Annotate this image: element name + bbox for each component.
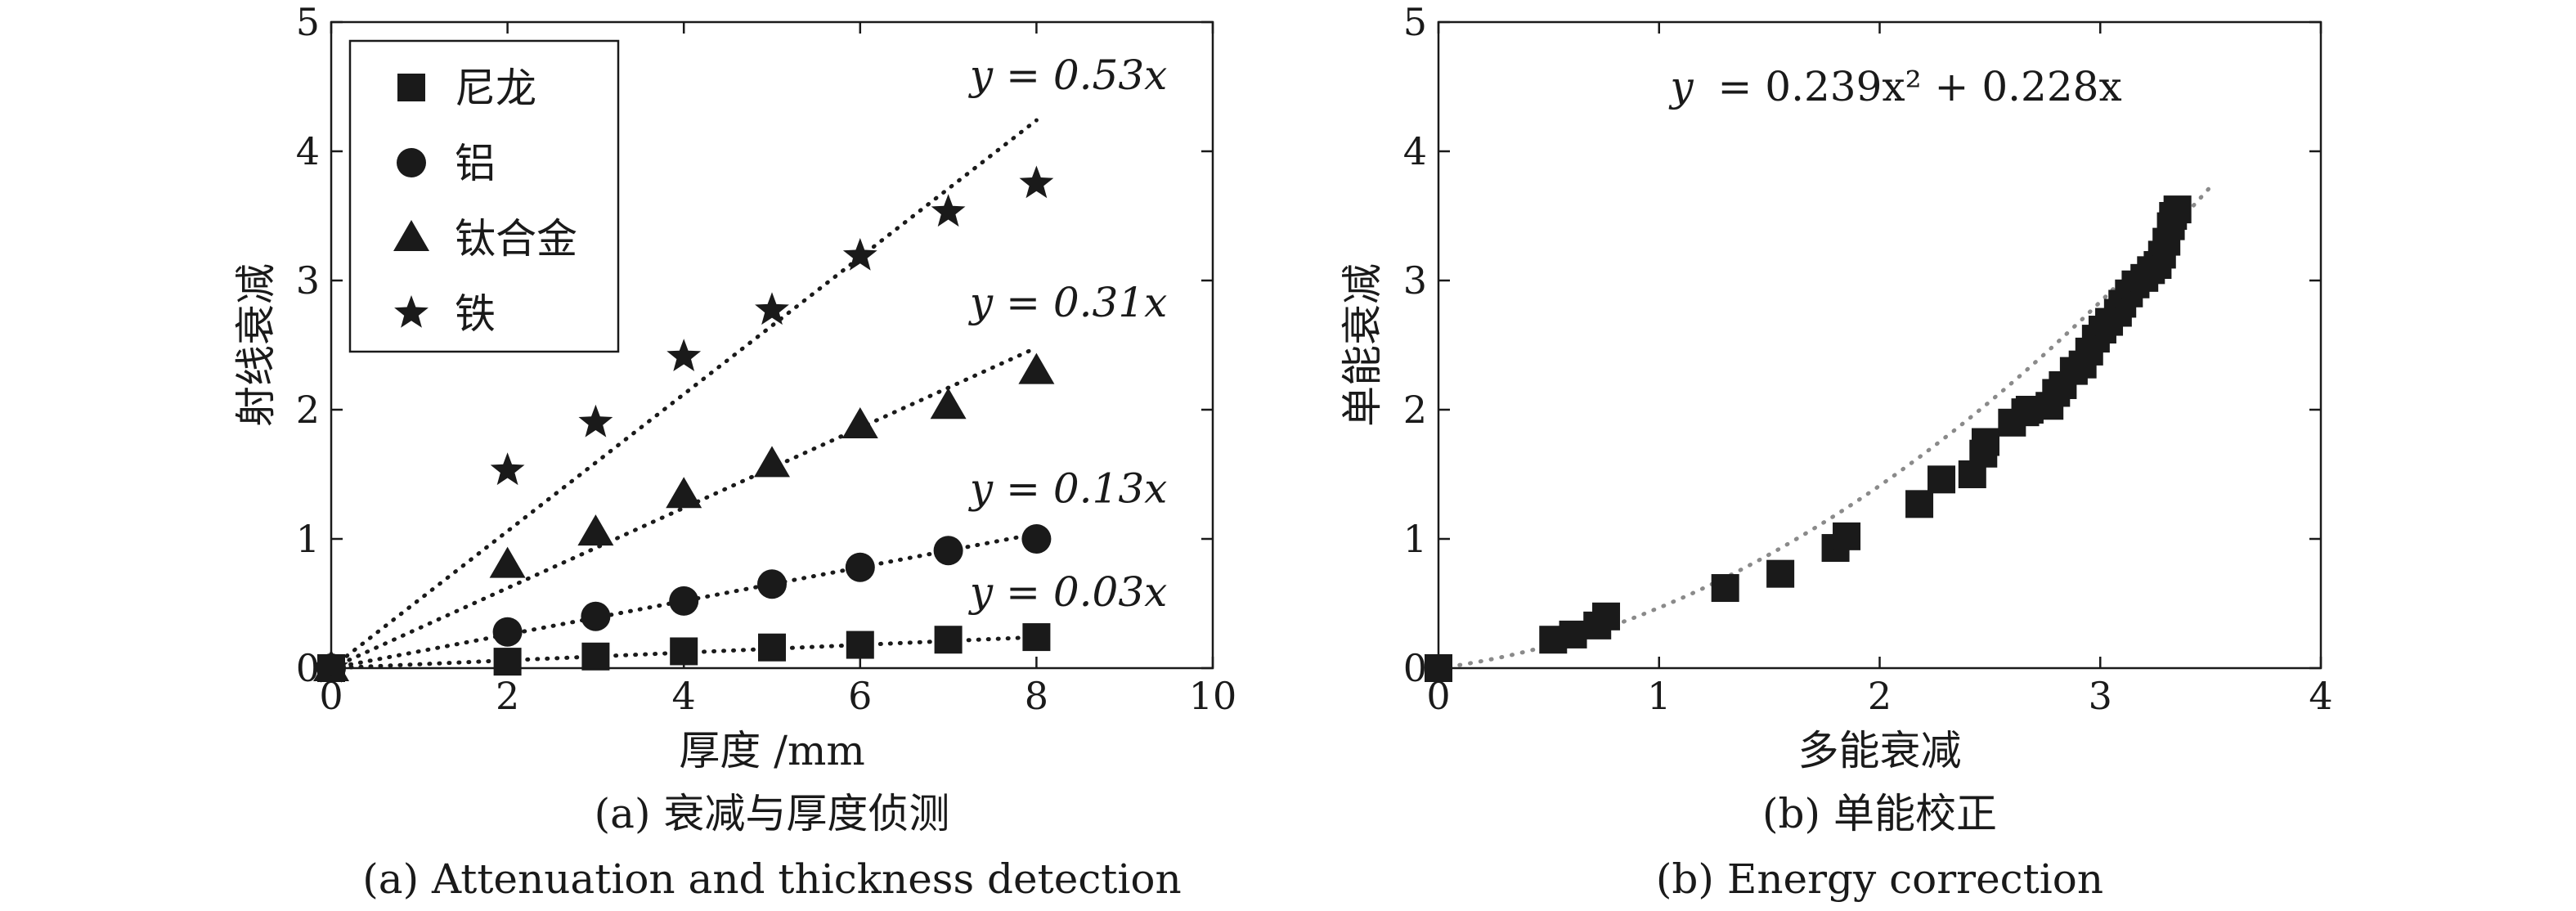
data-point-series-0 — [581, 642, 610, 671]
legend-marker-0 — [397, 74, 425, 101]
fit-label-series-1: y = 0.13x — [968, 465, 1167, 513]
legend-label-0: 尼龙 — [455, 65, 536, 112]
data-point — [1928, 465, 1956, 494]
panel-b-x-tick-label: 3 — [2089, 674, 2112, 718]
data-point — [1592, 602, 1621, 631]
data-point-series-3 — [578, 404, 613, 438]
legend-marker-2 — [393, 220, 429, 251]
panel-a-y-tick-label: 1 — [296, 517, 320, 561]
fit-line-series-1 — [329, 532, 1039, 671]
data-point-series-3 — [842, 238, 877, 271]
panel-b-x-tick-label: 2 — [1868, 674, 1892, 718]
data-point — [2163, 195, 2192, 224]
panel-b-fit-equation-lhs: y — [1668, 63, 1694, 110]
panel-a-x-tick-label: 4 — [672, 674, 696, 718]
data-point-series-0 — [1022, 623, 1051, 652]
data-point-series-3 — [666, 339, 702, 371]
panel-b-fit-curve — [1436, 184, 2213, 671]
panel-a-x-axis-label: 厚度 /mm — [679, 727, 865, 774]
panel-a-caption-english: (a) Attenuation and thickness detection — [362, 855, 1181, 903]
panel-b-x-tick-label: 4 — [2309, 674, 2332, 718]
panel-b-y-axis-label: 单能衰减 — [1339, 263, 1386, 427]
data-point-series-1 — [757, 569, 787, 599]
panel-a-y-tick-label: 3 — [296, 258, 320, 303]
data-point-series-0 — [846, 631, 874, 659]
panel-b-x-tick-label: 1 — [1647, 674, 1671, 718]
panel-b-caption-chinese: (b) 单能校正 — [1762, 790, 1997, 837]
data-point-series-2 — [841, 406, 878, 438]
legend-label-3: 铁 — [455, 290, 496, 338]
data-point-series-1 — [933, 536, 963, 566]
panel-a-data-points — [313, 165, 1055, 683]
legend-marker-3 — [394, 295, 429, 328]
panel-b-data-points — [1425, 195, 2192, 682]
panel-b-fit-equation: y = 0.239x² + 0.228x — [1668, 63, 2121, 110]
fit-line-series-3 — [329, 118, 1039, 671]
panel-a-x-tick-label: 2 — [496, 674, 519, 718]
panel-b-plot-frame — [1437, 20, 2322, 670]
data-point-series-3 — [490, 452, 525, 486]
panel-b-y-tick-label: 5 — [1403, 0, 1427, 44]
data-point-series-2 — [754, 446, 790, 478]
data-point-series-3 — [314, 650, 348, 683]
data-point-series-3 — [755, 292, 789, 325]
fit-label-series-3: y = 0.53x — [968, 52, 1167, 99]
data-point — [1833, 522, 1861, 550]
panel-a-y-tick-label: 4 — [296, 129, 320, 173]
data-point-series-1 — [581, 601, 611, 631]
panel-b-x-axis-label: 多能衰减 — [1798, 727, 1962, 774]
data-point-series-1 — [845, 552, 875, 582]
panel-b-y-tick-label: 2 — [1403, 388, 1427, 432]
panel-b-y-tick-label: 3 — [1403, 258, 1427, 303]
data-point-series-1 — [1021, 524, 1052, 554]
data-point-series-2 — [1018, 352, 1055, 384]
data-point-series-2 — [577, 514, 614, 546]
data-point — [1905, 490, 1934, 518]
legend-box — [348, 39, 620, 353]
data-point-series-3 — [931, 194, 966, 227]
panel-a-x-tick-label: 8 — [1025, 674, 1048, 718]
data-point — [1425, 654, 1452, 682]
fit-label-series-2: y = 0.31x — [968, 279, 1167, 326]
panel-a-y-tick-label: 2 — [296, 388, 320, 432]
data-point — [1711, 574, 1739, 603]
data-point-series-1 — [669, 586, 699, 616]
data-point-series-0 — [934, 626, 963, 654]
data-point — [1559, 620, 1587, 648]
panel-a-y-tick-label: 5 — [296, 0, 320, 44]
data-point-series-0 — [670, 637, 698, 666]
panel-a-caption-chinese: (a) 衰减与厚度侦测 — [595, 790, 950, 837]
panel-a-y-axis-label: 射线衰减 — [232, 263, 280, 427]
legend-label-1: 铝 — [455, 140, 496, 187]
panel-a-fit-labels: y = 0.03x y = 0.13x y = 0.31x y = 0.53x — [968, 52, 1167, 616]
data-point-series-2 — [930, 388, 967, 420]
data-point — [1766, 559, 1795, 588]
panel-b-y-tick-label: 4 — [1403, 129, 1427, 173]
legend-marker-1 — [397, 148, 426, 177]
data-point — [1971, 428, 1999, 456]
fit-line-series-2 — [329, 345, 1039, 671]
data-point-series-2 — [489, 546, 526, 578]
data-point-series-2 — [666, 477, 702, 509]
panel-b-y-tick-label: 0 — [1403, 646, 1427, 690]
panel-b-y-tick-label: 1 — [1403, 517, 1427, 561]
data-point-series-0 — [493, 648, 522, 676]
data-point-series-0 — [758, 633, 786, 662]
data-point-series-3 — [1019, 165, 1054, 199]
panel-a-plot-frame — [330, 20, 1214, 670]
data-point-series-1 — [492, 617, 523, 647]
panel-a-x-tick-label: 10 — [1189, 674, 1237, 718]
legend-label-2: 钛合金 — [455, 215, 577, 263]
panel-b-caption-english: (b) Energy correction — [1656, 855, 2103, 903]
panel-b-fit-equation-rhs: = 0.239x² + 0.228x — [1717, 63, 2121, 110]
panel-a-x-tick-label: 6 — [848, 674, 872, 718]
panel-a-y-tick-label: 0 — [296, 646, 320, 690]
fit-label-series-0: y = 0.03x — [968, 568, 1167, 616]
